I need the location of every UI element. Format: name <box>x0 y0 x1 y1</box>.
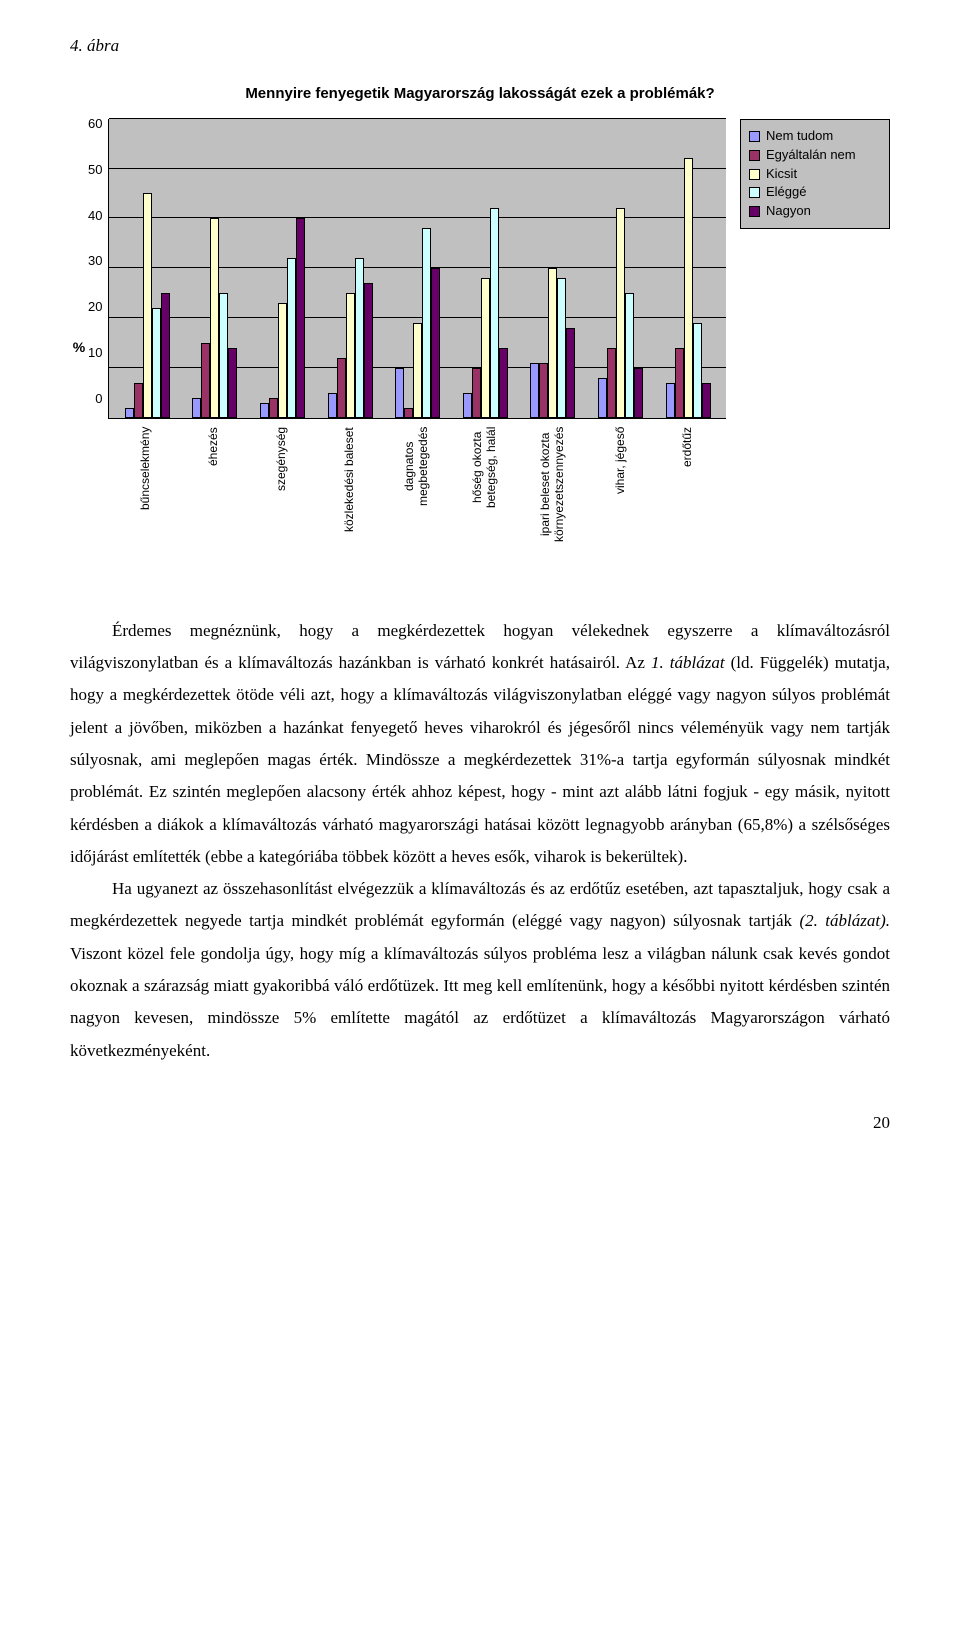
legend-item: Egyáltalán nem <box>749 147 879 164</box>
bar-group <box>192 218 237 418</box>
bar <box>684 158 693 418</box>
x-axis-labels: bűncselekményéhezésszegénységközlekedési… <box>108 425 726 575</box>
chart-title: Mennyire fenyegetik Magyarország lakossá… <box>70 80 890 109</box>
bar <box>539 363 548 418</box>
bar <box>557 278 566 418</box>
bar <box>192 398 201 418</box>
bar <box>364 283 373 418</box>
bar-group <box>328 258 373 418</box>
bar-group <box>598 208 643 418</box>
bar <box>161 293 170 418</box>
bar <box>607 348 616 418</box>
y-axis-ticks: 60 50 40 30 20 10 0 <box>88 112 108 412</box>
bar <box>675 348 684 418</box>
x-label: éhezés <box>180 425 248 575</box>
legend-label: Kicsit <box>766 166 797 183</box>
x-label: közlekedési baleset <box>316 425 384 575</box>
legend-label: Nagyon <box>766 203 811 220</box>
bar-group <box>125 193 170 418</box>
legend: Nem tudom Egyáltalán nem KicsitEléggé Nagyo… <box>740 119 890 229</box>
bar <box>413 323 422 418</box>
bar <box>337 358 346 418</box>
legend-item: Nagyon <box>749 203 879 220</box>
bar <box>693 323 702 418</box>
paragraph-1: Érdemes megnéznünk, hogy a megkérdezette… <box>70 615 890 873</box>
bar <box>404 408 413 418</box>
bar <box>201 343 210 418</box>
bar-group <box>666 158 711 418</box>
legend-label: Nem tudom <box>766 128 833 145</box>
bar <box>152 308 161 418</box>
bar <box>125 408 134 418</box>
bar <box>422 228 431 418</box>
x-label: szegénység <box>248 425 316 575</box>
bar <box>625 293 634 418</box>
legend-item: Eléggé <box>749 184 879 201</box>
y-tick: 50 <box>88 158 102 183</box>
page-number: 20 <box>70 1107 890 1139</box>
bar-group <box>463 208 508 418</box>
bar <box>260 403 269 418</box>
bar <box>278 303 287 418</box>
y-tick: 30 <box>88 249 102 274</box>
y-tick: 10 <box>88 341 102 366</box>
chart-container: Mennyire fenyegetik Magyarország lakossá… <box>70 80 890 575</box>
x-label: ipari beleset okozta környezetszennyezés <box>519 425 587 575</box>
bar <box>548 268 557 418</box>
bar <box>616 208 625 418</box>
bar-group <box>395 228 440 418</box>
legend-label: Egyáltalán nem <box>766 147 856 164</box>
bar <box>490 208 499 418</box>
x-label: dagnatos megbetegedés <box>383 425 451 575</box>
legend-swatch <box>749 150 760 161</box>
bar <box>431 268 440 418</box>
legend-item: Kicsit <box>749 166 879 183</box>
bar-group <box>530 268 575 418</box>
figure-label: 4. ábra <box>70 30 890 62</box>
bar <box>702 383 711 418</box>
x-label: vihar, jégeső <box>587 425 655 575</box>
bar <box>566 328 575 418</box>
bar <box>328 393 337 418</box>
bar <box>355 258 364 418</box>
x-label: erdőtűz <box>654 425 722 575</box>
bar <box>598 378 607 418</box>
bar <box>219 293 228 418</box>
legend-label: Eléggé <box>766 184 806 201</box>
legend-item: Nem tudom <box>749 128 879 145</box>
bar <box>530 363 539 418</box>
y-tick: 40 <box>88 204 102 229</box>
x-label: bűncselekmény <box>112 425 180 575</box>
legend-swatch <box>749 131 760 142</box>
legend-swatch <box>749 187 760 198</box>
bar-group <box>260 218 305 418</box>
bar <box>499 348 508 418</box>
bar <box>228 348 237 418</box>
bar <box>346 293 355 418</box>
bar <box>143 193 152 418</box>
body-text: Érdemes megnéznünk, hogy a megkérdezette… <box>70 615 890 1067</box>
plot-area <box>108 119 726 419</box>
bar <box>666 383 675 418</box>
bar <box>395 368 404 418</box>
y-tick: 60 <box>88 112 102 137</box>
y-tick: 20 <box>88 295 102 320</box>
legend-swatch <box>749 169 760 180</box>
bar <box>472 368 481 418</box>
bar <box>463 393 472 418</box>
bar <box>287 258 296 418</box>
bar <box>296 218 305 418</box>
paragraph-2: Ha ugyanezt az összehasonlítást elvégezz… <box>70 873 890 1067</box>
x-label: hőség okozta betegség, halál <box>451 425 519 575</box>
bar <box>481 278 490 418</box>
bar <box>210 218 219 418</box>
bar <box>634 368 643 418</box>
y-axis-label: % <box>70 119 88 575</box>
y-tick: 0 <box>95 387 102 412</box>
bar <box>269 398 278 418</box>
bar <box>134 383 143 418</box>
legend-swatch <box>749 206 760 217</box>
